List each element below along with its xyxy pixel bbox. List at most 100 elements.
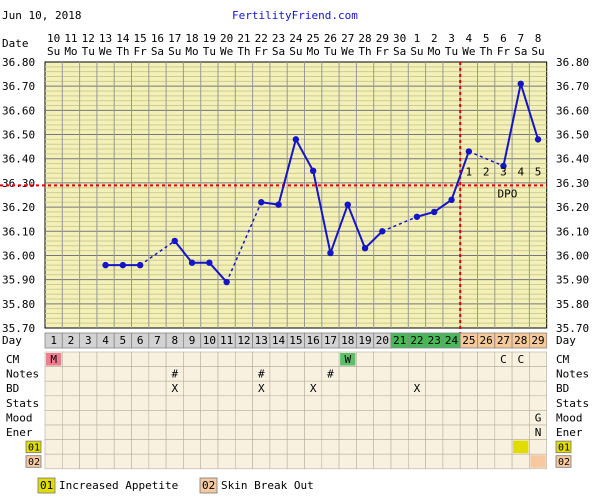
row-cell (200, 366, 219, 382)
weekday-label: Fr (134, 45, 148, 58)
y-tick-left: 36.20 (2, 201, 35, 214)
row-cell (269, 410, 288, 426)
temperature-point (206, 259, 213, 266)
row-label: BD (6, 382, 19, 395)
weekday-label: Th (480, 45, 493, 58)
row-cell (165, 453, 184, 470)
y-tick-left: 36.40 (2, 153, 35, 166)
row-cell-value: N (535, 426, 542, 439)
row-cell (183, 380, 201, 397)
date-label: 18 (185, 32, 198, 45)
row-cell (338, 395, 357, 411)
weekday-label: Su (410, 45, 423, 58)
row-cell (44, 380, 63, 397)
row-cell (217, 351, 236, 367)
y-tick-left: 36.00 (2, 249, 35, 262)
row-cell (113, 395, 132, 411)
cycle-day-number: 21 (393, 334, 406, 347)
row-cell (286, 453, 305, 470)
temperature-point (119, 261, 127, 269)
row-cell (269, 351, 288, 367)
cycle-day-number: 24 (445, 334, 459, 347)
row-cell (269, 395, 288, 411)
row-cell-value: W (344, 353, 351, 366)
weekday-label: Fr (497, 45, 511, 58)
row-cell (96, 439, 115, 455)
row-cell (235, 380, 253, 397)
row-cell (131, 439, 150, 455)
row-cell-value: C (500, 353, 507, 366)
row-cell (183, 439, 201, 455)
row-cell (407, 424, 426, 440)
row-cell (425, 395, 444, 411)
row-cell (425, 439, 444, 455)
date-label: 3 (448, 32, 455, 45)
header-date: Jun 10, 2018 (2, 9, 81, 22)
row-cell-value: C (517, 353, 524, 366)
date-label: 11 (64, 32, 77, 45)
row-cell (373, 410, 392, 426)
temperature-point (500, 162, 507, 170)
row-cell (390, 380, 409, 397)
row-cell (61, 351, 80, 367)
row-cell (494, 410, 513, 426)
row-cell (442, 395, 461, 411)
temperature-line (364, 230, 384, 249)
row-cell (269, 424, 288, 440)
row-cell (113, 439, 132, 455)
row-cell (217, 424, 236, 440)
date-label: 21 (237, 32, 250, 45)
y-tick-right: 36.60 (556, 104, 589, 117)
date-label: 22 (255, 32, 268, 45)
temperature-line (173, 240, 193, 264)
row-cell (96, 366, 115, 382)
row-cell (148, 439, 167, 455)
weekday-label: Mo (185, 45, 198, 58)
row-cell (321, 439, 340, 455)
row-cell (252, 351, 271, 367)
row-cell (459, 410, 478, 426)
y-tick-right: 36.20 (556, 201, 589, 214)
row-cell (321, 395, 340, 411)
row-cell (304, 424, 323, 440)
row-cell (390, 410, 409, 426)
row-cell (511, 453, 530, 470)
row-label-right: BD (556, 382, 569, 395)
row-cell (200, 424, 219, 440)
weekday-label: Mo (64, 45, 77, 58)
row-cell-value: X (310, 382, 317, 395)
row-cell (511, 395, 530, 411)
row-cell-value: G (535, 411, 542, 424)
row-cell (459, 366, 478, 382)
weekday-label: Sa (151, 45, 164, 58)
cycle-day-number: 20 (376, 334, 389, 347)
temperature-line (139, 240, 176, 266)
cycle-day-number: 11 (220, 334, 233, 347)
row-cell (96, 380, 115, 397)
temperature-line (382, 216, 418, 232)
row-cell (61, 380, 80, 397)
row-label: Mood (6, 411, 33, 424)
y-tick-right: 35.70 (556, 322, 589, 335)
date-label: 30 (393, 32, 406, 45)
row-cell (390, 424, 409, 440)
row-cell (131, 453, 150, 470)
date-label: 17 (168, 32, 181, 45)
row-cell (217, 366, 236, 382)
legend-text: Increased Appetite (59, 479, 178, 492)
row-cell (321, 453, 340, 470)
temperature-point (534, 136, 542, 143)
row-cell (425, 366, 444, 382)
row-cell (304, 439, 323, 455)
y-tick-left: 35.90 (2, 274, 35, 287)
cycle-day-number: 10 (203, 334, 216, 347)
cycle-day-cell (529, 332, 548, 349)
weekday-label: We (341, 45, 354, 58)
row-cell (321, 351, 340, 367)
day-row-label-right: Day (556, 334, 576, 347)
y-tick-right: 36.00 (556, 249, 589, 262)
row-cell (252, 453, 271, 470)
date-label: 7 (517, 32, 524, 45)
row-cell (442, 351, 461, 367)
